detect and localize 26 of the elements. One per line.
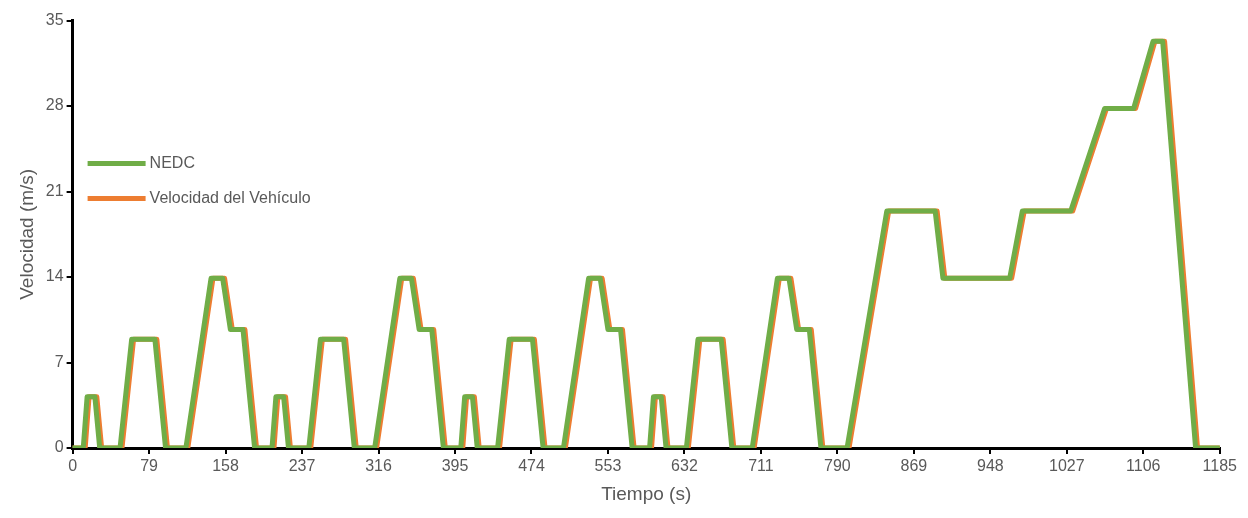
- x-tick-label: 237: [288, 457, 316, 475]
- y-tick-label: 14: [45, 267, 64, 285]
- y-tick-label: 7: [54, 352, 64, 370]
- legend-label: NEDC: [149, 154, 195, 172]
- x-tick-label: 79: [140, 457, 159, 475]
- x-tick-label: 474: [518, 457, 545, 475]
- x-tick-label: 553: [594, 457, 622, 475]
- x-tick-label: 1106: [1126, 457, 1161, 475]
- x-tick-label: 790: [824, 457, 851, 475]
- x-tick-label: 711: [748, 457, 774, 475]
- legend-label: Velocidad del Vehículo: [149, 189, 311, 207]
- x-tick-label: 395: [441, 457, 469, 475]
- x-tick-label: 158: [212, 457, 239, 475]
- x-tick-label: 632: [671, 457, 698, 475]
- x-axis-title: Tiempo (s): [601, 482, 692, 504]
- x-tick-label: 869: [900, 457, 928, 475]
- x-tick-label: 0: [68, 457, 78, 475]
- y-tick-label: 28: [45, 96, 64, 114]
- y-tick-label: 0: [54, 438, 64, 456]
- x-tick-label: 948: [977, 457, 1004, 475]
- y-tick-label: 21: [45, 181, 64, 199]
- y-tick-label: 35: [45, 11, 64, 29]
- x-tick-label: 1027: [1049, 457, 1085, 475]
- x-tick-label: 1185: [1202, 457, 1238, 475]
- y-axis-title: Velocidad (m/s): [15, 168, 37, 300]
- x-tick-label: 316: [365, 457, 392, 475]
